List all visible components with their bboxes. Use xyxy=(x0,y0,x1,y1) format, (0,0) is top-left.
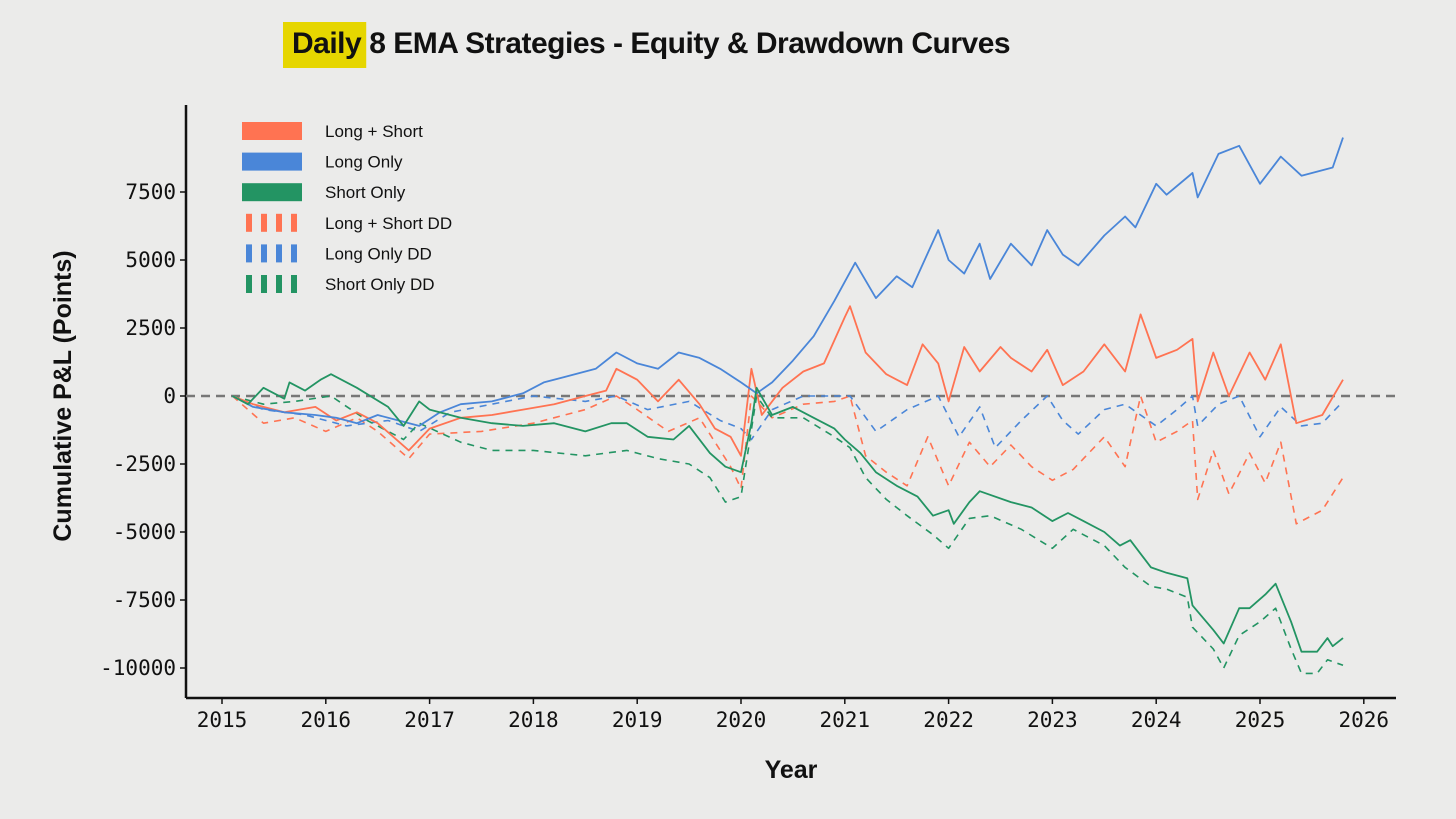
legend-swatch-dash xyxy=(261,275,267,293)
chart-title: Daily 8 EMA Strategies - Equity & Drawdo… xyxy=(283,22,1011,68)
y-tick-label: 5000 xyxy=(125,248,176,272)
legend-swatch-dash xyxy=(291,275,297,293)
series-line-long-only xyxy=(231,137,1344,427)
legend-swatch xyxy=(242,152,302,171)
x-tick-label: 2024 xyxy=(1131,708,1182,732)
legend-swatch-dash xyxy=(246,213,252,232)
x-tick-label: 2023 xyxy=(1027,708,1078,732)
axes: 2015 2016 2017 2018 2019 2020 2021 2022 2023 2024… xyxy=(100,105,1396,732)
series-line-long-short-dd xyxy=(231,395,1344,525)
y-tick-label: -5000 xyxy=(113,520,176,544)
x-tick-label: 2022 xyxy=(923,708,974,732)
legend-label: Short Only DD xyxy=(325,275,435,294)
legend-swatch-dash xyxy=(276,213,282,232)
legend-label: Long + Short DD xyxy=(325,214,452,233)
x-tick-label: 2016 xyxy=(301,708,352,732)
title-highlight xyxy=(283,22,367,68)
y-tick-label: 0 xyxy=(163,384,176,408)
series-line-short-only xyxy=(231,373,1344,653)
legend-swatch-dash xyxy=(246,244,252,263)
y-tick-label: 2500 xyxy=(125,316,176,340)
legend-swatch xyxy=(242,122,302,140)
legend-swatch-dash xyxy=(246,275,252,293)
legend-label: Long Only DD xyxy=(325,244,432,263)
x-tick-label: 2018 xyxy=(508,708,559,732)
x-tick-label: 2025 xyxy=(1235,708,1286,732)
x-axis-title: Year xyxy=(765,756,818,784)
legend-swatch-dash xyxy=(276,275,282,293)
title-text: 8 EMA Strategies - Equity & Drawdown Cur… xyxy=(369,27,1010,60)
x-tick-label: 2021 xyxy=(820,708,871,732)
series-lines xyxy=(186,137,1396,675)
legend-label: Short Only xyxy=(325,183,406,202)
y-axis-title: Cumulative P&L (Points) xyxy=(49,250,77,541)
legend: Long + Short Long Only Short Only Long + Sh… xyxy=(242,122,452,294)
x-tick-label: 2015 xyxy=(197,708,248,732)
legend-swatch-dash xyxy=(261,244,267,263)
x-tick-label: 2019 xyxy=(612,708,663,732)
legend-swatch-dash xyxy=(276,244,282,263)
legend-swatch-dash xyxy=(291,213,297,232)
x-tick-label: 2020 xyxy=(716,708,767,732)
legend-swatch-dash xyxy=(291,244,297,263)
series-line-long-only-dd xyxy=(232,395,1344,449)
legend-swatch-dash xyxy=(261,213,267,232)
y-tick-label: -7500 xyxy=(113,588,176,612)
y-tick-label: 7500 xyxy=(125,180,176,204)
y-tick-label: -2500 xyxy=(113,452,176,476)
series-line-long-short xyxy=(232,305,1344,457)
x-tick-label: 2026 xyxy=(1339,708,1390,732)
legend-label: Long Only xyxy=(325,153,403,172)
legend-swatch xyxy=(242,183,302,202)
y-tick-label: -10000 xyxy=(100,656,176,680)
title-highlight-text: Daily xyxy=(292,27,362,60)
legend-label: Long + Short xyxy=(325,122,423,141)
x-tick-label: 2017 xyxy=(404,708,455,732)
series-line-short-only-dd xyxy=(232,395,1344,675)
